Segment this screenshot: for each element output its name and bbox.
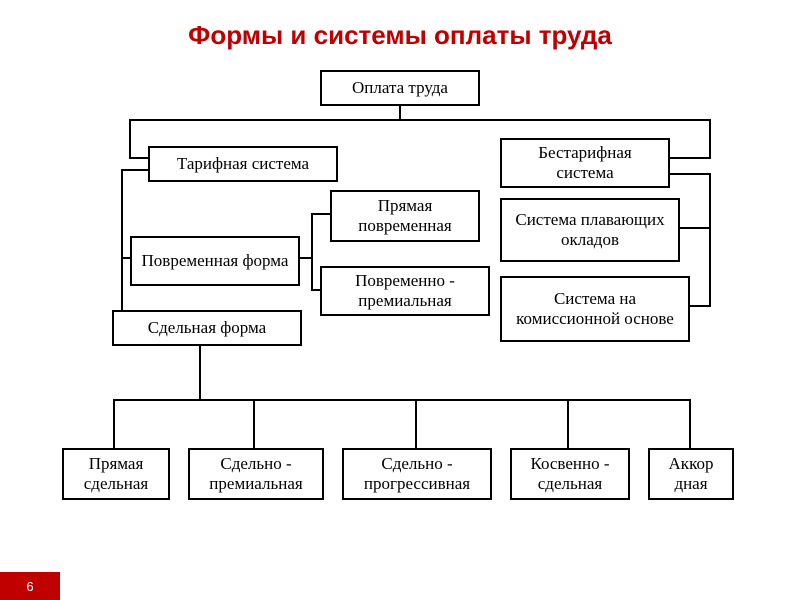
edge-8 bbox=[114, 346, 200, 448]
node-kosv_sdel: Косвенно - сдельная bbox=[510, 448, 630, 500]
page-number-badge: 6 bbox=[0, 572, 60, 600]
edge-4 bbox=[300, 214, 330, 258]
node-sdel_prem: Сдельно - премиальная bbox=[188, 448, 324, 500]
page-title: Формы и системы оплаты труда bbox=[0, 20, 800, 51]
node-bestarif: Бестарифная система bbox=[500, 138, 670, 188]
node-sdel_prog: Сдельно - прогрессивная bbox=[342, 448, 492, 500]
node-pryam_povr: Прямая повременная bbox=[330, 190, 480, 242]
node-tarif: Тарифная система bbox=[148, 146, 338, 182]
edge-5 bbox=[300, 258, 320, 290]
node-root: Оплата труда bbox=[320, 70, 480, 106]
node-sdel_form: Сдельная форма bbox=[112, 310, 302, 346]
node-akkord: Аккор дная bbox=[648, 448, 734, 500]
edge-11 bbox=[200, 346, 568, 448]
node-povr_prem: Повременно - премиальная bbox=[320, 266, 490, 316]
node-povr_form: Повременная форма bbox=[130, 236, 300, 286]
edge-10 bbox=[200, 346, 416, 448]
node-komiss: Система на комиссионной основе bbox=[500, 276, 690, 342]
edge-12 bbox=[200, 346, 690, 448]
node-plav_okl: Система плавающих окладов bbox=[500, 198, 680, 262]
edge-9 bbox=[200, 346, 254, 448]
node-pryam_sdel: Прямая сдельная bbox=[62, 448, 170, 500]
